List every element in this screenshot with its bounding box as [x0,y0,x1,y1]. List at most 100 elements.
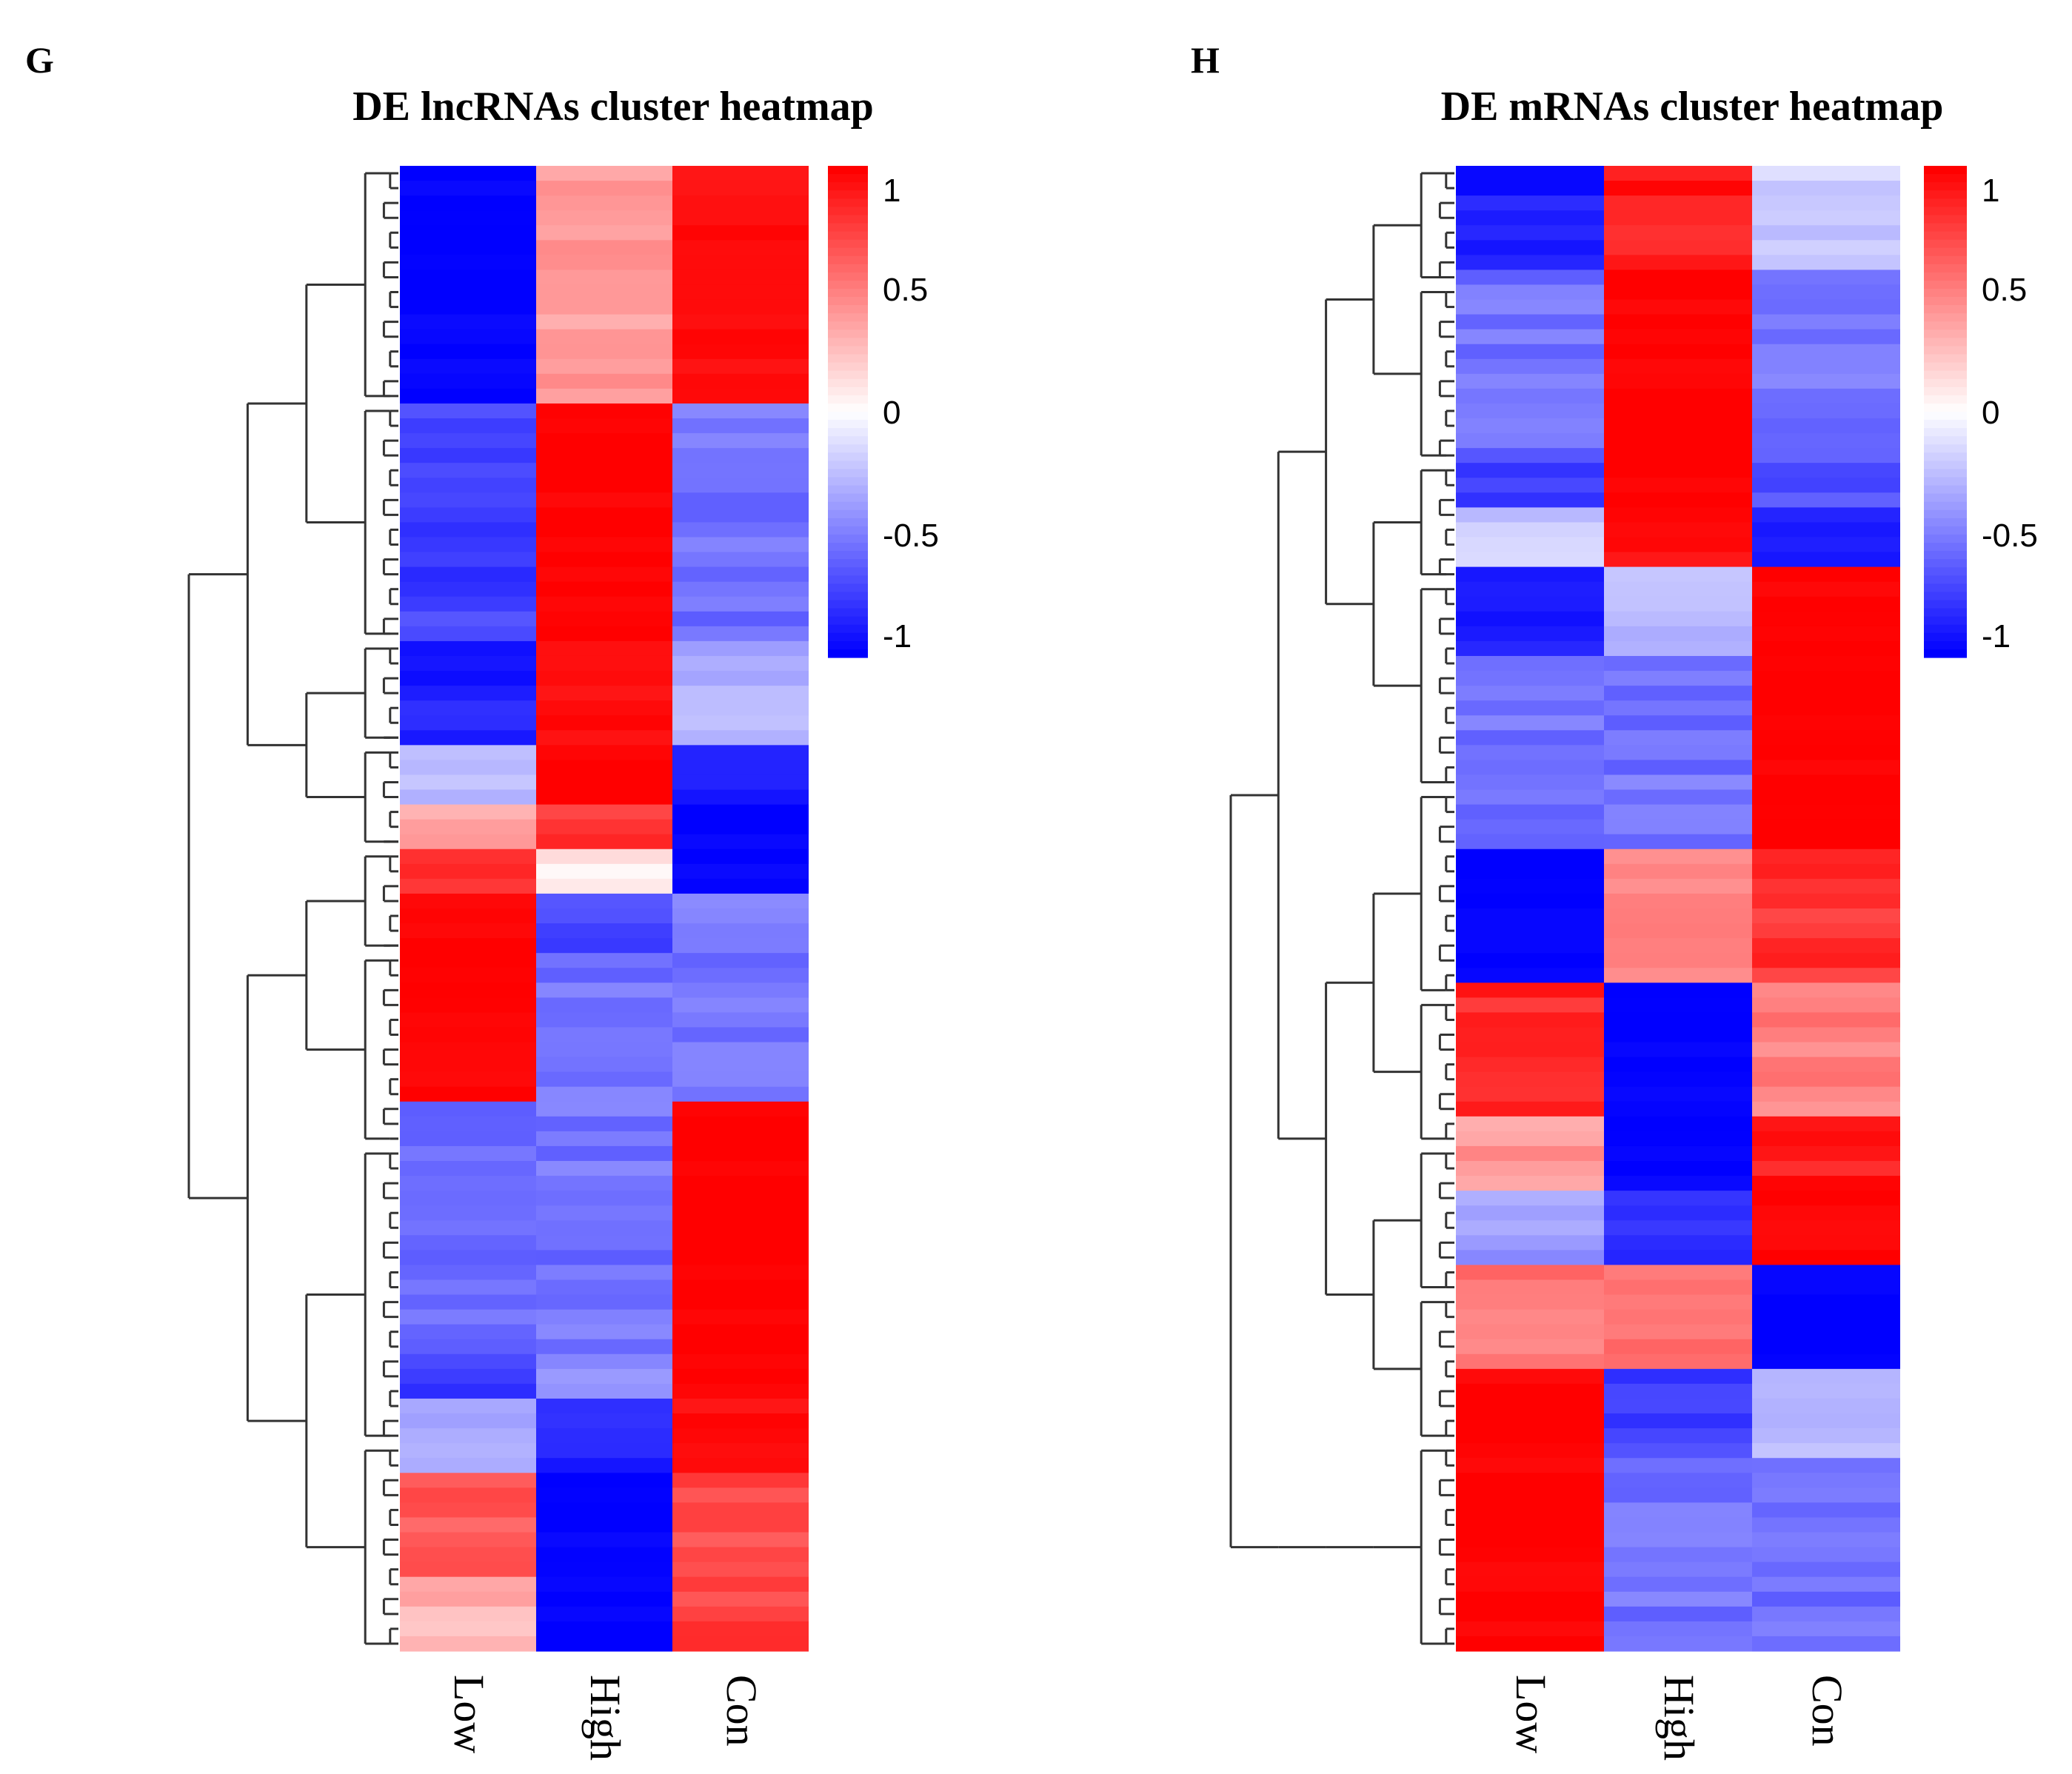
heatmap-cell [400,181,536,196]
color-scale-swatch [828,583,868,593]
heatmap-cell [1752,1294,1900,1311]
heatmap-cell [672,270,809,286]
heatmap-cell [1752,1368,1900,1385]
color-scale-swatch [1924,428,1967,437]
heatmap-cell [672,403,809,419]
heatmap-cell [1604,240,1752,255]
heatmap-cell [400,1353,536,1370]
heatmap-cell [400,433,536,449]
color-scale-swatch [828,174,868,183]
color-scale-swatch [828,526,868,535]
heatmap-cell [672,463,809,478]
heatmap-cell [672,1502,809,1519]
heatmap-cell [1604,181,1752,196]
heatmap-cell [1456,1042,1604,1058]
heatmap-cell [1752,581,1900,598]
color-scale-swatch [828,616,868,626]
heatmap-cell [400,1101,536,1117]
heatmap-cell [672,1636,809,1652]
heatmap-cell [1752,210,1900,226]
color-scale-swatch [1924,583,1967,593]
heatmap-cell [1456,804,1604,820]
heatmap-cell [1752,640,1900,657]
heatmap-cell [536,983,672,998]
heatmap-cell [672,1101,809,1117]
color-scale-swatch [828,551,868,560]
heatmap-cell [536,314,672,330]
heatmap-cell [536,1220,672,1236]
heatmap-cell [1604,195,1752,211]
heatmap-cell [536,1071,672,1088]
color-scale-swatch [1924,640,1967,650]
heatmap-cell [400,626,536,642]
heatmap-cell [672,1265,809,1281]
heatmap-cell [672,255,809,271]
heatmap-cell [672,1279,809,1296]
heatmap-cell [400,270,536,286]
heatmap-cell [1604,1294,1752,1311]
heatmap-cell [1752,1191,1900,1206]
heatmap-cell [1604,938,1752,954]
heatmap-cell [536,225,672,241]
heatmap-cell [400,478,536,493]
heatmap-cell [1456,953,1604,968]
heatmap-cell [1752,1324,1900,1340]
heatmap-cell [672,819,809,835]
heatmap-cell [1604,299,1752,315]
heatmap-cell [1604,581,1752,598]
heatmap-cell [1604,284,1752,301]
color-scale-swatch [828,412,868,421]
heatmap-cell [1456,1473,1604,1488]
heatmap-cell [536,1294,672,1311]
heatmap-cell [1604,908,1752,924]
heatmap-cell [536,166,672,181]
heatmap-cell [400,1606,536,1622]
heatmap-cell [536,181,672,196]
heatmap-cell [1604,403,1752,419]
color-scale-swatch [1924,543,1967,552]
heatmap-cell [1456,1413,1604,1429]
heatmap-cell [536,997,672,1014]
color-scale-swatch [1924,395,1967,404]
heatmap-cell [1456,1279,1604,1296]
heatmap-cell [1752,1116,1900,1132]
heatmap-cell [1604,270,1752,286]
heatmap-cell [672,225,809,241]
heatmap-cell [536,270,672,286]
heatmap-cell [400,834,536,850]
heatmap-cell [1456,566,1604,583]
heatmap-cell [1604,671,1752,686]
heatmap-cell [400,908,536,924]
heatmap-cell [1456,1309,1604,1325]
heatmap-cell [672,1116,809,1132]
heatmap-cell [400,938,536,954]
heatmap-cell [1456,1250,1604,1266]
heatmap-cell [1456,552,1604,568]
heatmap-cell [1456,1547,1604,1563]
heatmap-cell [1604,388,1752,404]
heatmap-cell [1604,626,1752,642]
heatmap-cell [1604,1606,1752,1622]
color-scale-swatch [1924,567,1967,576]
heatmap-cell [1456,640,1604,657]
color-scale-swatch [1924,354,1967,364]
heatmap-cell [1604,983,1752,998]
color-scale-swatch [1924,190,1967,199]
heatmap-cell [1752,863,1900,880]
heatmap-cell [1456,1101,1604,1117]
heatmap-cell [400,255,536,271]
color-scale-swatch [1924,231,1967,241]
heatmap-cell [1456,492,1604,508]
panel-letter-g: G [25,39,54,81]
heatmap-cell [536,1502,672,1519]
color-scale-swatch [828,378,868,388]
heatmap-cell [1604,1071,1752,1088]
heatmap-cell [1752,760,1900,776]
heatmap-cell [400,1443,536,1459]
heatmap-cell [400,1339,536,1355]
heatmap-cell [1604,655,1752,672]
color-scale-swatch [1924,616,1967,626]
color-scale-swatch [1924,272,1967,281]
heatmap-cell [1604,1250,1752,1266]
heatmap-cell [1752,1398,1900,1414]
